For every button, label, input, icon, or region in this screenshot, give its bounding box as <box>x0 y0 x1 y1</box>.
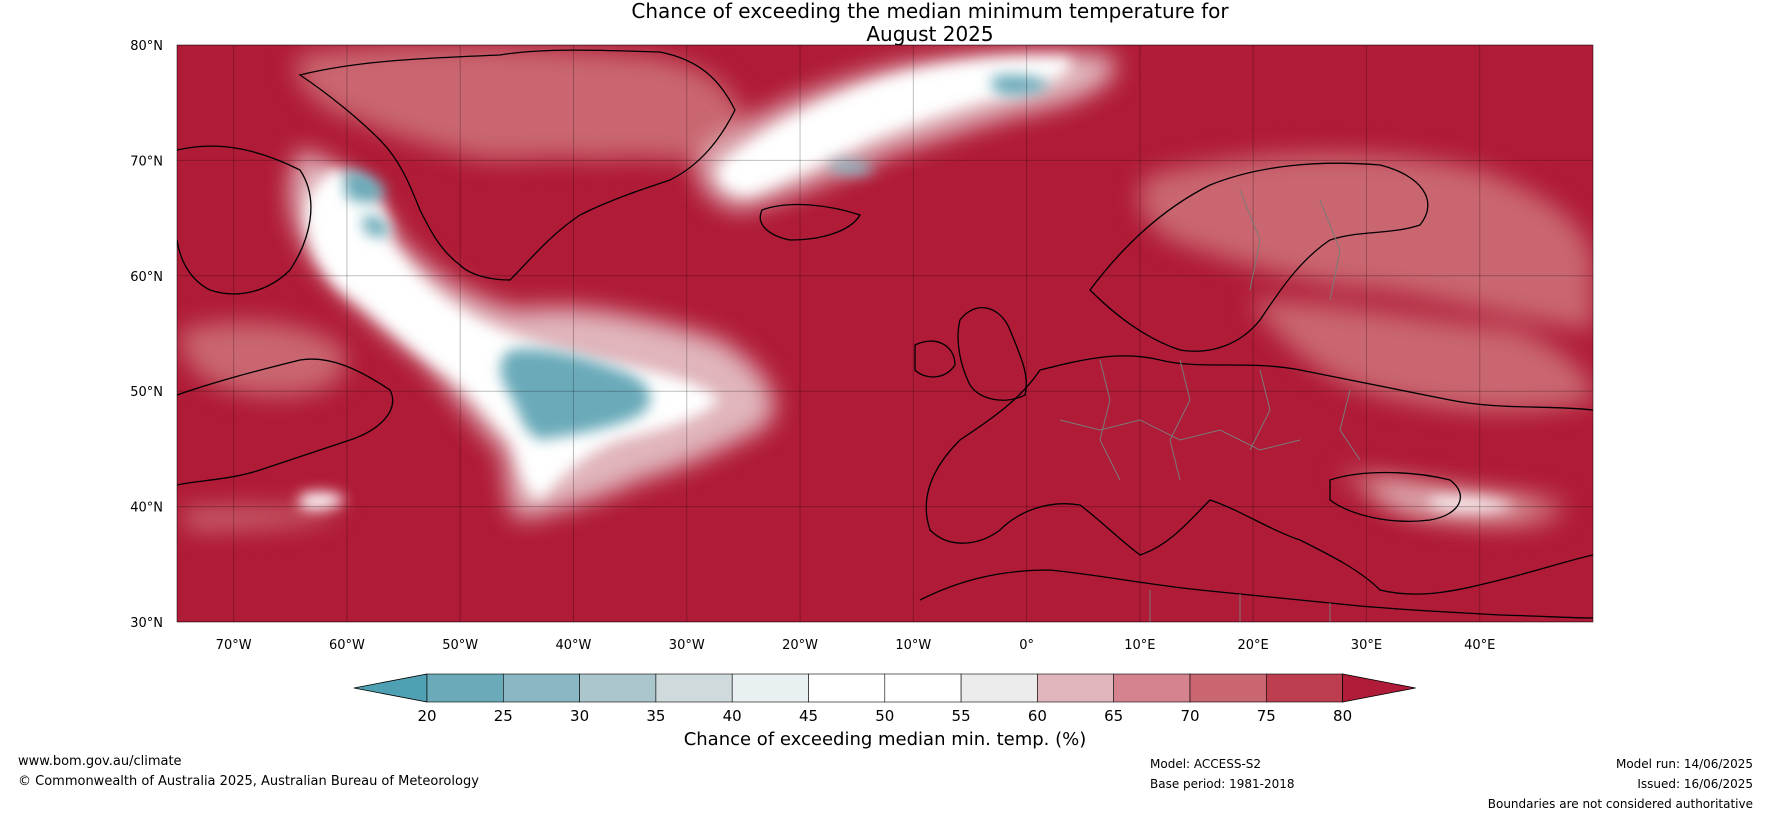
map-title: Chance of exceeding the median minimum t… <box>0 0 1770 46</box>
lon-tick-label: 70°W <box>216 638 252 653</box>
lon-tick-label: 10°W <box>895 638 931 653</box>
colorbar-tick-label: 20 <box>417 707 436 725</box>
colorbar-bin <box>1037 673 1115 703</box>
footer-base-period: Base period: 1981-2018 <box>1150 777 1295 791</box>
colorbar-bin <box>579 673 657 703</box>
lat-tick-label: 80°N <box>130 39 163 54</box>
lon-tick-label: 50°W <box>442 638 478 653</box>
colorbar-tick-label: 35 <box>646 707 665 725</box>
footer-model: Model: ACCESS-S2 <box>1150 757 1262 771</box>
colorbar-bin <box>426 673 504 703</box>
footer-url: www.bom.gov.au/climate <box>18 754 182 769</box>
colorbar-bin <box>655 673 733 703</box>
longitude-tick-labels: 70°W 60°W 50°W 40°W 30°W 20°W 10°W 0° 10°E 20°E 30… <box>216 638 1496 653</box>
colorbar-label: Chance of exceeding median min. temp. (%… <box>684 729 1087 750</box>
lon-tick-label: 0° <box>1019 638 1034 653</box>
lon-tick-label: 20°E <box>1238 638 1269 653</box>
colorbar-bin <box>1189 673 1267 703</box>
footer-copyright: © Commonwealth of Australia 2025, Austra… <box>18 774 479 789</box>
colorbar-extend-high <box>1342 673 1416 703</box>
colorbar-bin <box>1266 673 1343 703</box>
lon-tick-label: 10°E <box>1124 638 1155 653</box>
colorbar-bin <box>731 673 809 703</box>
map-title-line-1: Chance of exceeding the median minimum t… <box>631 0 1229 23</box>
footer-model-run: Model run: 14/06/2025 <box>1615 757 1753 771</box>
footer-disclaimer: Boundaries are not considered authoritat… <box>1487 797 1753 811</box>
colorbar-bin <box>960 673 1038 703</box>
colorbar-tick-label: 55 <box>952 707 971 725</box>
lat-tick-label: 60°N <box>130 270 163 285</box>
country-borders <box>1059 189 1361 622</box>
lon-tick-label: 40°W <box>556 638 592 653</box>
anomaly-20-35-zones <box>345 74 1050 440</box>
colorbar-tick-label: 25 <box>494 707 513 725</box>
lat-tick-label: 30°N <box>130 616 163 631</box>
map-title-line-2: August 2025 <box>866 22 994 46</box>
footer-issued: Issued: 16/06/2025 <box>1637 777 1753 791</box>
lon-tick-label: 30°E <box>1351 638 1382 653</box>
colorbar-bin <box>884 673 962 703</box>
colorbar-tick-label: 60 <box>1028 707 1047 725</box>
coastlines <box>177 49 1593 619</box>
colorbar-tick-label: 40 <box>723 707 742 725</box>
colorbar-tick-label: 50 <box>875 707 894 725</box>
colorbar-bin <box>1113 673 1191 703</box>
lon-tick-label: 40°E <box>1464 638 1495 653</box>
colorbar-tick-label: 75 <box>1257 707 1276 725</box>
colorbar: 20 25 30 35 40 45 50 55 60 65 70 75 80 <box>353 673 1416 725</box>
lon-tick-label: 60°W <box>329 638 365 653</box>
lat-tick-label: 50°N <box>130 385 163 400</box>
latitude-tick-labels: 80°N 70°N 60°N 50°N 40°N 30°N <box>130 39 163 631</box>
colorbar-tick-label: 70 <box>1180 707 1199 725</box>
colorbar-tick-label: 30 <box>570 707 589 725</box>
lon-tick-label: 20°W <box>782 638 818 653</box>
lat-tick-label: 70°N <box>130 154 163 169</box>
map-gridlines <box>177 45 1593 622</box>
colorbar-extend-low <box>353 673 428 703</box>
lon-tick-label: 30°W <box>669 638 705 653</box>
map-frame <box>176 44 1594 623</box>
colorbar-bin <box>502 673 580 703</box>
colorbar-bin <box>808 673 886 703</box>
colorbar-tick-label: 45 <box>799 707 818 725</box>
colorbar-tick-label: 65 <box>1104 707 1123 725</box>
lat-tick-label: 40°N <box>130 501 163 516</box>
colorbar-tick-label: 80 <box>1333 707 1352 725</box>
